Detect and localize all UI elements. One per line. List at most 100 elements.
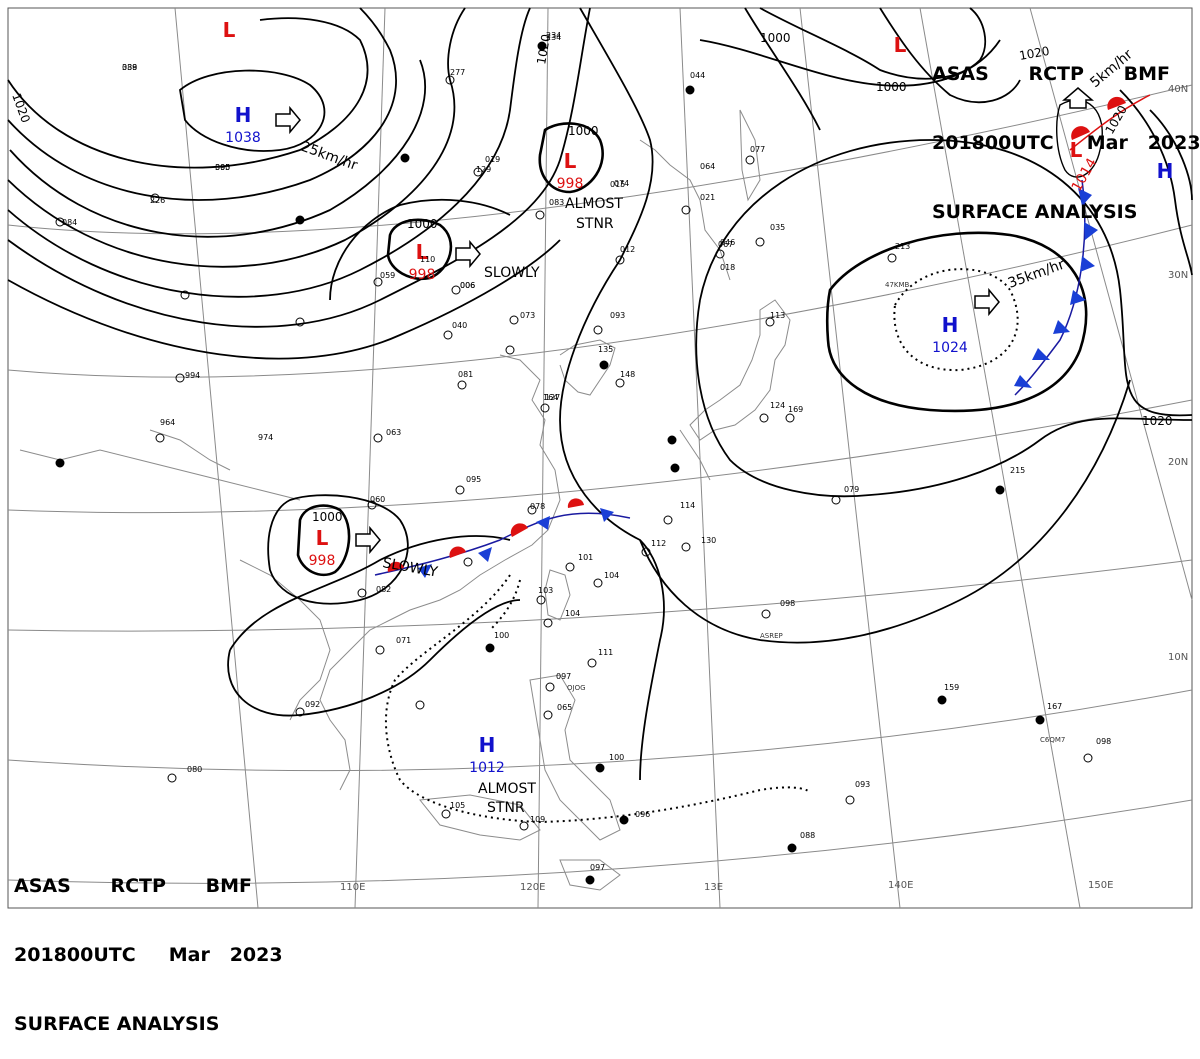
station-observation: 040 [452,321,467,330]
station-observation: 103 [538,586,553,595]
front-cold-tooth [1053,320,1070,334]
motion-label: SLOWLY [484,265,540,281]
station-observation: 089 [122,63,137,72]
central-pressure-value: 1024 [932,340,968,356]
station-observation: 169 [788,405,803,414]
front-cold-tooth [1080,256,1095,272]
motion-arrow [1061,87,1095,109]
station-observation: 081 [458,370,473,379]
motion-arrow [974,287,1000,317]
longitude-label: 140E [888,880,913,891]
station-observation: 109 [530,815,545,824]
station-observation: 135 [598,345,613,354]
station-observation: 226 [150,196,165,205]
station-observation: 100 [494,631,509,640]
isobar-label: 1000 [568,124,599,138]
station-observation: 234 [546,33,561,42]
chart-header-top: ASAS RCTP BMF 201800UTC Mar 2023 SURFACE… [932,17,1200,247]
station-markers [55,41,1093,885]
station-observation: 084 [62,218,77,227]
front-warm-bump [567,498,584,508]
station-observation: 077 [750,145,765,154]
station-observation: 092 [305,700,320,709]
low-pressure-symbol: L [894,33,907,57]
front-cold-tooth [1032,348,1050,360]
station-observation: 098 [1096,737,1111,746]
isobar-label: 1020 [534,33,553,66]
station-observation: 338 [122,63,137,72]
latitude-label: 40N [1168,84,1188,95]
station-observation: 215 [1010,466,1025,475]
surface-analysis-map: 110E 120E 13E 140E 150E 40N 30N 20N 10N H 1038 L 998… [7,7,1193,909]
low-pressure-symbol: L [316,526,329,550]
front-cold-tooth [1078,188,1092,206]
station-observation: 097 [590,863,605,872]
longitude-label: 120E [520,882,545,893]
station-observation: 018 [720,263,735,272]
station-observation: 006 [460,281,475,290]
station-id: C6QM7 [1040,736,1065,744]
motion-arrows [275,87,1095,555]
station-observation: 110 [420,255,435,264]
chart-header-bottom: ASAS RCTP BMF 201800UTC Mar 2023 SURFACE… [14,829,283,1059]
latitude-label: 10N [1168,652,1188,663]
header-line-3: SURFACE ANALYSIS [14,1013,220,1035]
header-time: 201800UTC [932,132,1054,154]
motion-label: ALMOST [478,781,536,797]
header-agency: ASAS [14,875,71,897]
station-observation: 019 [485,155,500,164]
header-line-3: SURFACE ANALYSIS [932,201,1138,223]
header-line-1: ASAS RCTP BMF [14,875,283,898]
station-observation: 059 [380,271,395,280]
station-observation: 021 [700,193,715,202]
isobars [7,7,1193,781]
station-observation: 124 [770,401,785,410]
longitude-label: 13E [704,882,723,893]
header-line-2: 201800UTC Mar 2023 [14,944,283,967]
map-border [7,7,1193,909]
header-month: Mar [168,944,210,966]
station-observation: 078 [530,502,545,511]
motion-label: STNR [487,800,525,816]
low-pressure-symbol: L [1070,138,1083,162]
station-observation: 100 [609,753,624,762]
station-observation: 093 [610,311,625,320]
isobar-label: 1020 [9,91,33,124]
station-observation: 213 [895,242,910,251]
high-pressure-symbol: H [942,313,959,337]
latitude-label: 20N [1168,457,1188,468]
motion-arrow [455,239,481,269]
station-observation: 083 [549,198,564,207]
motion-arrow [275,105,301,135]
motion-label: 35km/hr [1006,256,1067,291]
motion-arrow [355,525,381,555]
station-id: ASREP [760,632,783,640]
dotted-isobars [385,268,1019,824]
station-observation: 097 [556,672,571,681]
front-cold-tooth [1084,222,1098,240]
station-observation: 148 [620,370,635,379]
station-observation: 088 [800,831,815,840]
header-office: BMF [205,875,253,897]
station-observation: 015 [610,180,625,189]
station-observation: 964 [160,418,175,427]
station-observation: 300 [215,163,230,172]
station-observation: 111 [598,648,613,657]
warm-front [1069,94,1151,151]
front-cold-tooth [1014,375,1032,388]
header-year: 2023 [229,944,283,966]
motion-label: STNR [576,216,614,232]
front-warm-bump [510,523,528,537]
cold-front [1014,179,1098,396]
latitude-label: 30N [1168,270,1188,281]
header-station: RCTP [110,875,166,897]
station-observation: 994 [185,371,200,380]
station-observation: 074 [614,179,629,188]
front-warm-bump [1107,96,1126,110]
station-observation: 129 [476,165,491,174]
central-pressure-value: 998 [309,553,336,569]
station-observation: 044 [690,71,705,80]
central-pressure-value: 998 [557,176,584,192]
front-cold-tooth [1070,290,1086,305]
front-warm-bump [1071,126,1090,140]
